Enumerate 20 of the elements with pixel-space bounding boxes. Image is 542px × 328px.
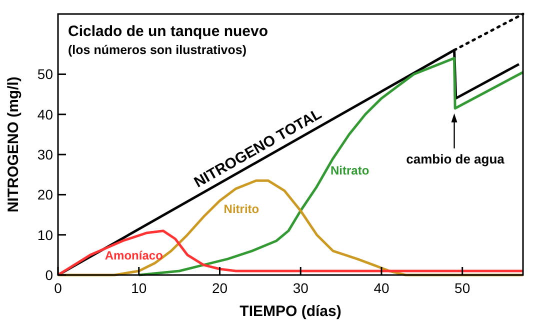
x-tick-label: 20: [212, 280, 228, 296]
x-tick-label: 10: [131, 280, 147, 296]
text: (los números son ilustrativos): [68, 43, 247, 57]
series-label: Amoníaco: [104, 248, 163, 263]
y-axis-title: NITROGENO (mg/l): [5, 76, 22, 212]
x-axis-title: TIEMPO (días): [240, 303, 342, 320]
x-tick-label: 50: [454, 280, 470, 296]
line-series: [56, 230, 524, 276]
y-tick-label: 0: [45, 267, 54, 283]
series-label: Nitrato: [330, 164, 370, 178]
x-tick-label: 30: [292, 280, 309, 296]
y-tick-label: 10: [37, 226, 54, 243]
text: Ciclado de un tanque nuevo: [68, 23, 268, 40]
x-tick-label: 40: [374, 280, 390, 296]
y-tick-label: 40: [37, 106, 54, 122]
annotation: cambio de agua: [406, 151, 506, 166]
series-label: Nitrito: [224, 202, 260, 216]
y-tick-label: 50: [37, 66, 54, 82]
y-tick-label: 20: [37, 186, 54, 203]
y-tick-label: 30: [37, 146, 54, 163]
